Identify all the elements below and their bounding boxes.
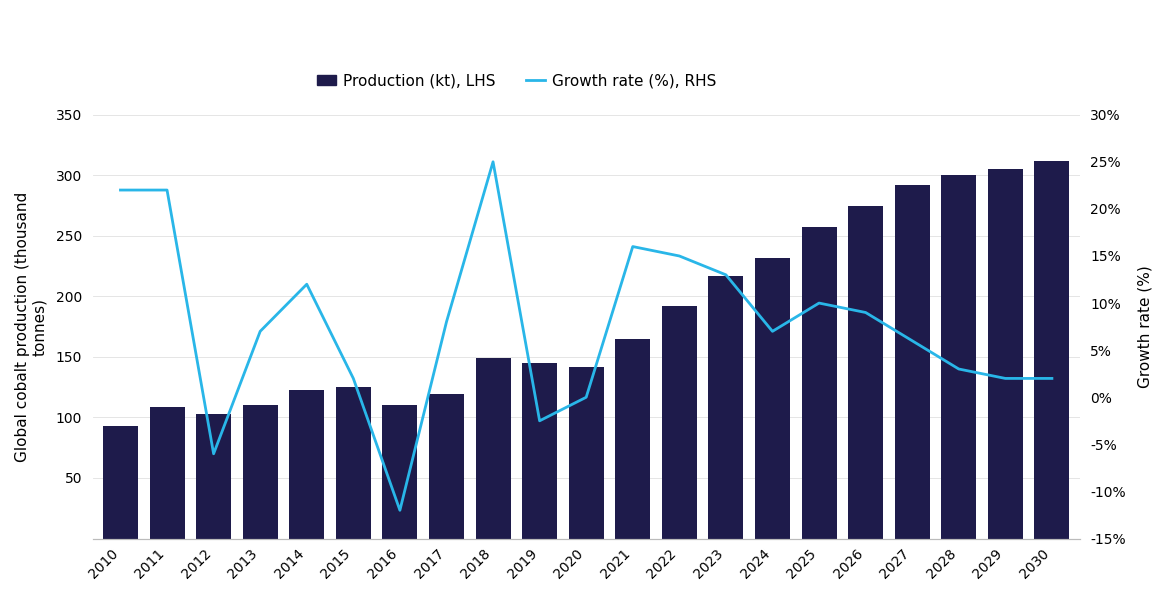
Bar [149,406,184,539]
Bar [429,395,464,539]
Growth rate (%), RHS [906,337,920,344]
Growth rate (%), RHS [952,365,966,372]
Y-axis label: Growth rate (%): Growth rate (%) [1137,265,1152,388]
Growth rate (%), RHS [812,300,826,307]
Growth rate (%), RHS [859,309,873,316]
Y-axis label: Global cobalt production (thousand
tonnes): Global cobalt production (thousand tonne… [15,191,48,462]
Growth rate (%), RHS [672,252,686,259]
Bar [615,339,650,539]
Growth rate (%), RHS [347,375,361,382]
Growth rate (%), RHS [998,375,1012,382]
Bar [522,363,557,539]
Growth rate (%), RHS [300,281,314,288]
Bar [848,206,883,539]
Growth rate (%), RHS [766,328,780,335]
Bar [662,306,697,539]
Bar [243,405,278,539]
Growth rate (%), RHS [113,187,127,194]
Bar [988,169,1022,539]
Bar [802,227,837,539]
Bar [336,387,371,539]
Line: Growth rate (%), RHS: Growth rate (%), RHS [120,162,1051,510]
Growth rate (%), RHS [253,328,267,335]
Bar [383,405,418,539]
Bar [196,414,231,539]
Bar [1034,161,1069,539]
Bar [895,185,930,539]
Bar [708,276,743,539]
Growth rate (%), RHS [440,318,454,325]
Bar [755,257,790,539]
Bar [476,358,510,539]
Growth rate (%), RHS [1044,375,1058,382]
Legend: Production (kt), LHS, Growth rate (%), RHS: Production (kt), LHS, Growth rate (%), R… [312,67,722,94]
Growth rate (%), RHS [719,271,733,278]
Growth rate (%), RHS [532,417,546,424]
Bar [103,426,138,539]
Growth rate (%), RHS [207,450,221,457]
Bar [568,367,603,539]
Bar [289,390,324,539]
Growth rate (%), RHS [626,243,640,250]
Growth rate (%), RHS [485,158,499,165]
Growth rate (%), RHS [579,394,593,401]
Growth rate (%), RHS [160,187,174,194]
Bar [942,175,977,539]
Growth rate (%), RHS [393,507,407,514]
